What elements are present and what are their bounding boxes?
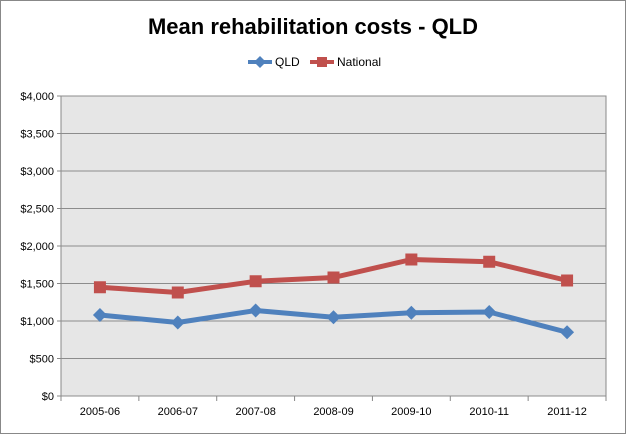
data-point-qld xyxy=(482,305,497,319)
y-tick-label: $2,500 xyxy=(20,204,54,216)
x-tick-label: 2006-07 xyxy=(158,406,198,418)
data-point-national xyxy=(171,286,184,299)
data-point-qld xyxy=(92,308,107,322)
data-point-qld xyxy=(560,325,575,340)
legend-marker xyxy=(254,56,266,68)
x-tick-label: 2007-08 xyxy=(235,406,275,418)
chart-title: Mean rehabilitation costs - QLD xyxy=(148,14,478,39)
y-tick-label: $500 xyxy=(30,354,54,366)
data-point-national xyxy=(561,274,574,287)
x-tick-label: 2010-11 xyxy=(469,406,509,418)
y-tick-label: $4,000 xyxy=(20,91,54,103)
y-tick-label: $1,000 xyxy=(20,316,54,328)
data-point-qld xyxy=(248,303,263,318)
y-tick-label: $3,500 xyxy=(20,129,54,141)
data-point-national xyxy=(93,281,106,294)
data-point-national xyxy=(405,253,418,266)
data-point-national xyxy=(249,275,262,288)
legend: QLD National xyxy=(248,55,381,69)
data-point-national xyxy=(327,271,340,284)
x-tick-label: 2008-09 xyxy=(313,406,353,418)
x-axis: 2005-06 2006-07 2007-08 2008-09 2009-10 2010-… xyxy=(60,396,607,418)
legend-marker xyxy=(317,57,327,67)
y-tick-label: $0 xyxy=(42,391,54,403)
legend-label: QLD xyxy=(275,55,300,69)
y-tick-label: $1,500 xyxy=(20,279,54,291)
data-point-qld xyxy=(404,305,419,320)
y-tick-label: $3,000 xyxy=(20,166,54,178)
x-tick-label: 2009-10 xyxy=(391,406,431,418)
y-axis: $0 $500 $1,000 $1,500 $2,000 $2,500 $3,000 $3,5… xyxy=(20,91,61,403)
data-point-national xyxy=(483,255,496,268)
data-point-qld xyxy=(326,310,341,325)
legend-label: National xyxy=(337,55,381,69)
series-group xyxy=(92,253,575,340)
y-tick-label: $2,000 xyxy=(20,241,54,253)
x-tick-label: 2005-06 xyxy=(80,406,120,418)
x-tick-label: 2011-12 xyxy=(547,406,587,418)
data-point-qld xyxy=(170,315,185,330)
